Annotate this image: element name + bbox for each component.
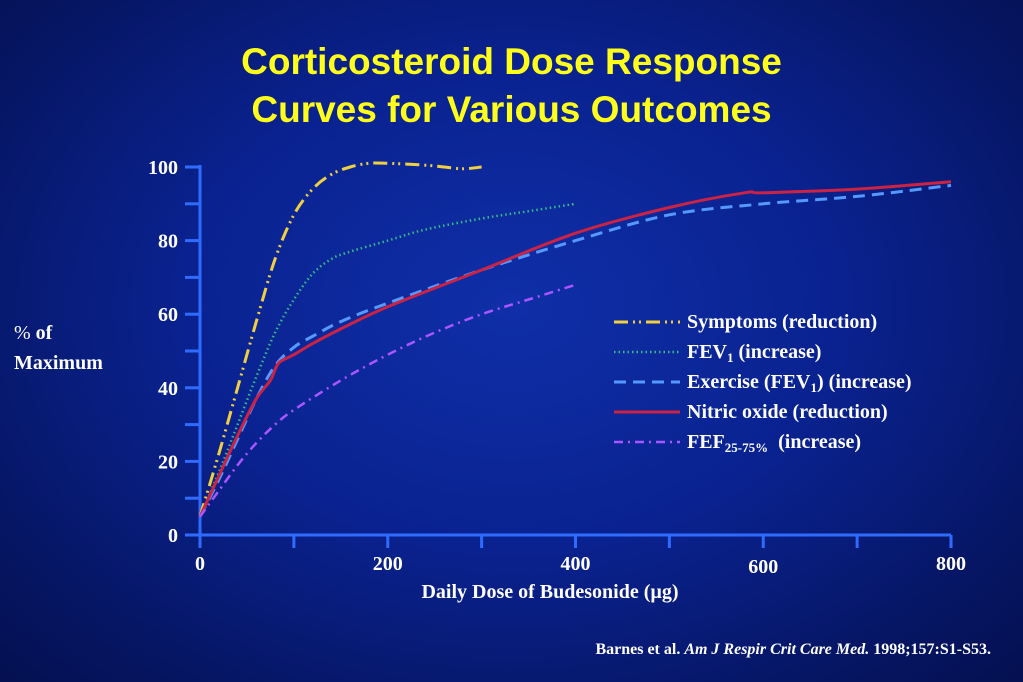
y-tick-label: 20 xyxy=(158,451,178,473)
chart-title: Corticosteroid Dose Response Curves for … xyxy=(0,38,1023,134)
citation-journal: Am J Respir Crit Care Med. xyxy=(684,641,870,658)
citation: Barnes et al. Am J Respir Crit Care Med.… xyxy=(595,641,991,659)
y-tick-label: 40 xyxy=(158,378,178,400)
x-axis-label: Daily Dose of Budesonide (µg) xyxy=(421,581,679,603)
legend-label-subscript: 1 xyxy=(810,380,818,395)
chart-title-line-1: Corticosteroid Dose Response xyxy=(241,41,782,82)
x-tick-label: 800 xyxy=(936,553,966,575)
legend-label-exercise: Exercise (FEV1) (increase) xyxy=(687,368,912,396)
legend-label-base: FEV xyxy=(687,341,727,363)
chart-curves xyxy=(198,161,952,518)
legend-swatch-nitric xyxy=(614,410,680,414)
x-tick-label: 0 xyxy=(195,553,205,575)
x-tick-label: 200 xyxy=(373,553,403,575)
legend-label-suffix: ) (increase) xyxy=(817,371,912,393)
legend-label-suffix: (increase) xyxy=(768,431,862,453)
legend-label-subscript: 25-75% xyxy=(724,440,769,455)
legend-label-suffix: (increase) xyxy=(733,341,822,363)
y-tick-label: 60 xyxy=(158,304,178,326)
legend-label-base: FEF xyxy=(687,431,725,453)
y-tick-label: 100 xyxy=(148,157,178,179)
citation-authors: Barnes et al. xyxy=(595,641,681,658)
legend-label-symptoms: Symptoms (reduction) xyxy=(687,311,878,333)
y-tick-label: 80 xyxy=(158,231,178,253)
x-tick-label: 400 xyxy=(561,553,591,575)
series-line-fef xyxy=(198,283,576,518)
legend-swatch-fef xyxy=(614,440,680,444)
legend-swatch-exercise xyxy=(614,380,680,384)
y-tick-label: 0 xyxy=(168,525,178,547)
y-axis-label-of: of xyxy=(35,322,53,344)
legend-label-fev1: FEV1 (increase) xyxy=(687,338,821,366)
y-axis-label-line-2: Maximum xyxy=(14,352,103,374)
series-line-fev1 xyxy=(198,202,576,518)
y-axis-label: % of Maximum xyxy=(14,318,103,378)
legend-label-base: Exercise (FEV xyxy=(687,371,811,393)
legend-swatch-fev1 xyxy=(614,350,680,354)
x-tick-label: 600 xyxy=(748,556,778,578)
series-line-nitric xyxy=(198,180,952,518)
y-axis-label-percent: % xyxy=(14,322,31,344)
citation-reference: 1998;157:S1-S53. xyxy=(873,641,991,658)
legend-swatch-symptoms xyxy=(614,320,680,324)
legend-label-nitric: Nitric oxide (reduction) xyxy=(687,401,888,423)
chart-axes: 0 20 40 60 80 100 0 200 400 600 800 xyxy=(148,157,966,578)
series-line-exercise xyxy=(198,183,952,518)
legend-label-subscript: 1 xyxy=(727,350,734,365)
series-line-symptoms xyxy=(198,161,482,518)
legend-label-fef: FEF25-75% (increase) xyxy=(687,428,861,456)
chart-title-line-2: Curves for Various Outcomes xyxy=(251,89,772,130)
